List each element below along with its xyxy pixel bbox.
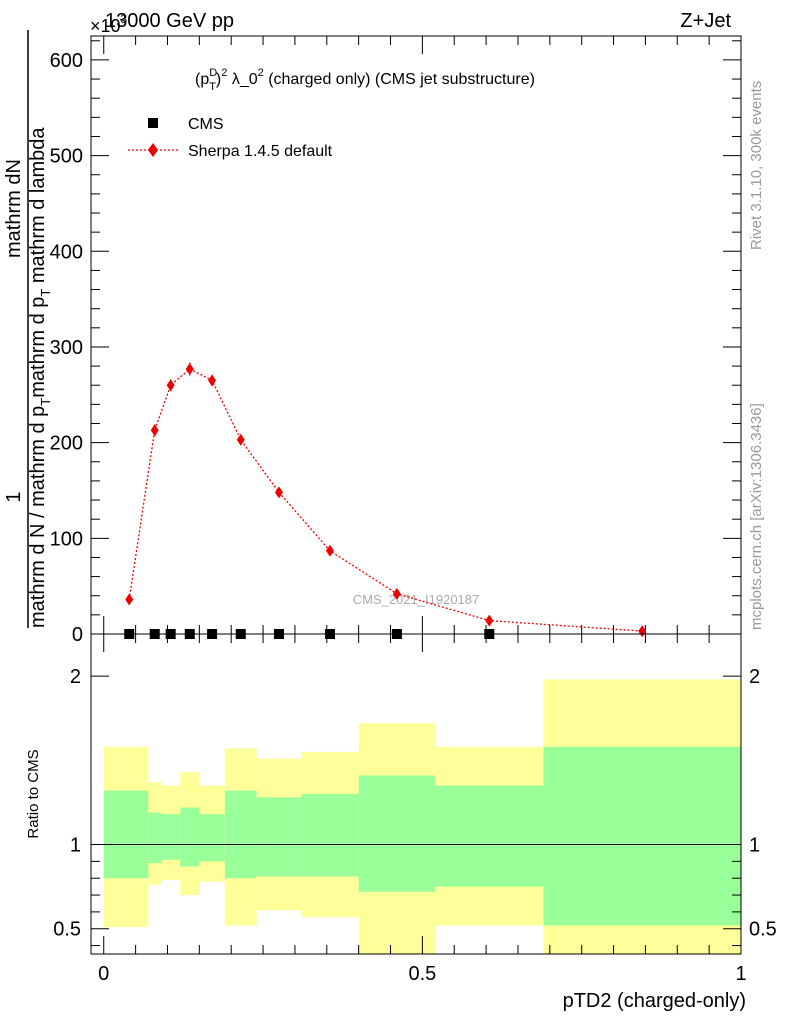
ratio-band-green — [358, 775, 436, 892]
legend-sherpa-label: Sherpa 1.4.5 default — [188, 143, 333, 160]
plot-title: (pD T)2 λ_02 (charged only) (CMS jet subs… — [195, 67, 535, 93]
sherpa-point — [392, 587, 401, 600]
ratio-band-green — [543, 746, 741, 926]
sherpa-point — [325, 544, 334, 557]
ratio-y-tick-label-right: 0.5 — [749, 919, 777, 941]
ratio-x-ticks: 0 0.5 1 — [98, 634, 747, 985]
main-y-tick-label: 600 — [50, 50, 83, 72]
ratio-band-green — [103, 790, 149, 879]
sherpa-point — [208, 374, 217, 387]
ratio-band-green — [180, 807, 200, 867]
mcplots-label: mcplots.cern.ch [arXiv:1306.3436] — [748, 403, 765, 630]
main-y-tick-label: 300 — [50, 337, 83, 359]
main-y-tick-label: 200 — [50, 433, 83, 455]
main-y-axis-label: 1 mathrm dN mathrm d N / mathrm d pTmath… — [3, 30, 53, 628]
sherpa-series-line — [128, 368, 643, 632]
sherpa-point — [236, 433, 245, 446]
legend-cms-marker — [148, 118, 158, 128]
ylabel-denominator: mathrm d N / mathrm d pTmathrm d pT math… — [27, 127, 53, 628]
ratio-y-axis-label: Ratio to CMS — [25, 749, 42, 838]
main-y-tick-label: 100 — [50, 528, 83, 550]
ylabel-numerator: mathrm dN — [3, 159, 25, 258]
legend-sherpa-marker — [148, 143, 158, 157]
ratio-band-green — [148, 812, 162, 864]
x-tick-label: 0 — [98, 963, 109, 985]
ratio-y-tick-label: 1 — [70, 835, 81, 857]
main-y-tick-label: 500 — [50, 146, 83, 168]
sherpa-point — [185, 362, 194, 375]
ratio-panel: 0.5 0.51 12 2 0 0.5 1 Ratio to CMS pTD2 (char… — [25, 633, 777, 1012]
ylabel-one: 1 — [3, 491, 25, 502]
sherpa-point — [274, 486, 283, 499]
ratio-band-green — [224, 790, 257, 879]
exponent-label: ×103 — [90, 12, 128, 36]
x-tick-label: 0.5 — [408, 963, 436, 985]
x-tick-label: 1 — [735, 963, 746, 985]
ratio-band-green — [199, 814, 225, 862]
sherpa-point — [150, 424, 159, 437]
ratio-y-ticks: 0.5 0.5 1 1 2 2 — [53, 666, 777, 947]
ratio-plot-frame — [90, 633, 742, 955]
header-left: 13000 GeV pp — [105, 10, 234, 32]
ratio-y-tick-label: 2 — [70, 666, 81, 688]
ratio-band-green — [301, 794, 359, 877]
legend-cms-label: CMS — [188, 116, 224, 133]
ratio-band-green — [256, 797, 302, 877]
main-y-tick-label: 0 — [72, 624, 83, 646]
x-axis-label: pTD2 (charged-only) — [563, 990, 746, 1012]
sherpa-point — [166, 379, 175, 392]
main-y-ticks: 0 100 200 300 400 500 600 — [50, 40, 741, 646]
rivet-label: Rivet 3.1.10, 300k events — [748, 81, 765, 250]
main-x-ticks — [103, 36, 742, 634]
header-right: Z+Jet — [680, 10, 731, 32]
ratio-band-green — [435, 785, 544, 887]
main-y-tick-label: 400 — [50, 241, 83, 263]
ratio-y-tick-label: 0.5 — [53, 919, 81, 941]
sherpa-point — [485, 614, 494, 627]
ratio-bands — [103, 679, 741, 954]
sherpa-point — [125, 593, 134, 606]
ratio-y-tick-label-right: 1 — [749, 835, 760, 857]
ratio-y-tick-label-right: 2 — [749, 666, 760, 688]
ratio-band-green — [161, 814, 181, 860]
